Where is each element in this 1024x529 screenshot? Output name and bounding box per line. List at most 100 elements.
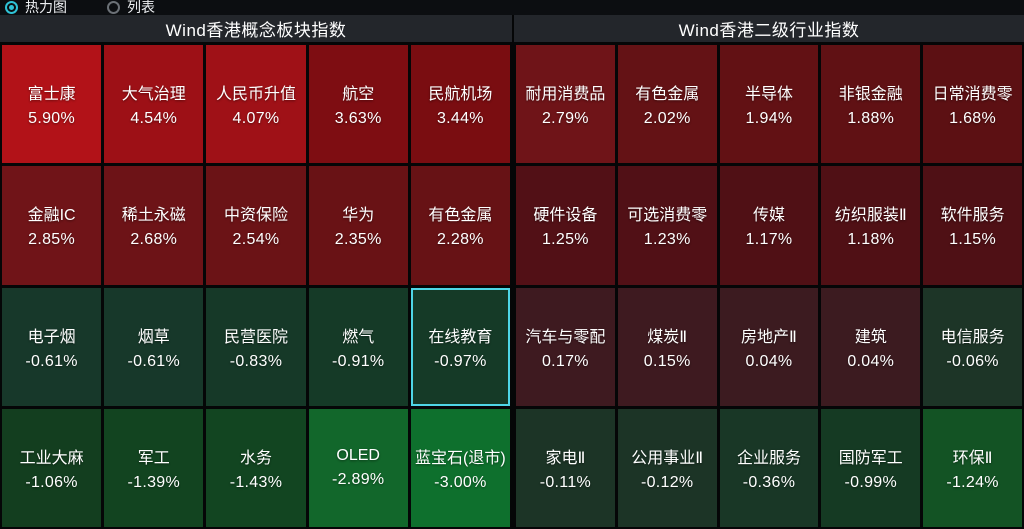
heatmap-cell[interactable]: 建筑 0.04% bbox=[821, 287, 921, 406]
heatmap-cell[interactable]: 有色金属 2.28% bbox=[410, 166, 510, 285]
cell-sector-name: 汽车与零配 bbox=[525, 328, 606, 346]
heatmap-cell[interactable]: 蓝宝石(退市) -3.00% bbox=[410, 408, 510, 527]
heatmap-cell[interactable]: 煤炭Ⅱ 0.15% bbox=[617, 287, 717, 406]
heatmap-cell[interactable]: 日常消费零 1.68% bbox=[923, 45, 1022, 164]
cell-sector-name: 富士康 bbox=[27, 86, 76, 104]
cell-change-percent: -3.00% bbox=[434, 473, 487, 491]
heatmap-cell[interactable]: 非银金融 1.88% bbox=[821, 45, 921, 164]
heatmap-cell[interactable]: 燃气 -0.91% bbox=[308, 287, 408, 406]
heatmap-cell[interactable]: 电信服务 -0.06% bbox=[923, 287, 1022, 406]
cell-sector-name: 公用事业Ⅱ bbox=[631, 449, 704, 467]
cell-sector-name: 硬件设备 bbox=[533, 207, 598, 225]
radio-heatmap-label: 热力图 bbox=[25, 0, 67, 15]
cell-sector-name: 民营医院 bbox=[223, 328, 288, 346]
cell-sector-name: 燃气 bbox=[342, 328, 375, 346]
cell-change-percent: -1.24% bbox=[946, 473, 999, 491]
heatmap-cell[interactable]: 大气治理 4.54% bbox=[104, 45, 204, 164]
cell-sector-name: 耐用消费品 bbox=[525, 86, 606, 104]
heatmap-cell[interactable]: 传媒 1.17% bbox=[719, 166, 819, 285]
cell-change-percent: 0.04% bbox=[745, 352, 793, 370]
cell-sector-name: 环保Ⅱ bbox=[952, 449, 993, 467]
heatmap-cell[interactable]: 民航机场 3.44% bbox=[410, 45, 510, 164]
heatmap-cell[interactable]: 稀土永磁 2.68% bbox=[104, 166, 204, 285]
cell-sector-name: 金融IC bbox=[27, 207, 76, 225]
cell-sector-name: 稀土永磁 bbox=[121, 207, 186, 225]
cell-change-percent: -1.43% bbox=[229, 473, 283, 491]
cell-change-percent: 1.25% bbox=[541, 231, 589, 249]
cell-change-percent: -2.89% bbox=[331, 470, 385, 488]
cell-sector-name: 软件服务 bbox=[940, 207, 1005, 225]
cell-change-percent: 3.44% bbox=[436, 110, 484, 128]
cell-change-percent: -1.39% bbox=[127, 473, 181, 491]
heatmap-cell[interactable]: 汽车与零配 0.17% bbox=[516, 287, 615, 406]
cell-change-percent: 0.17% bbox=[541, 352, 589, 370]
heatmap-cell[interactable]: 人民币升值 4.07% bbox=[206, 45, 306, 164]
cell-change-percent: 1.68% bbox=[949, 110, 997, 128]
cell-sector-name: 电信服务 bbox=[940, 328, 1005, 346]
heatmap-cell[interactable]: OLED -2.89% bbox=[308, 408, 408, 527]
cell-change-percent: 1.23% bbox=[643, 231, 691, 249]
heatmap-cell[interactable]: 家电Ⅱ -0.11% bbox=[516, 408, 615, 527]
cell-change-percent: -0.11% bbox=[539, 473, 592, 491]
cell-change-percent: -0.99% bbox=[844, 473, 898, 491]
heatmap-cell[interactable]: 中资保险 2.54% bbox=[206, 166, 306, 285]
cell-sector-name: 家电Ⅱ bbox=[545, 449, 586, 467]
heatmap-cell[interactable]: 水务 -1.43% bbox=[206, 408, 306, 527]
cell-change-percent: -0.91% bbox=[331, 352, 385, 370]
heatmap-cell[interactable]: 工业大麻 -1.06% bbox=[2, 408, 102, 527]
panel-title: Wind香港概念板块指数 bbox=[0, 15, 512, 42]
heatmap-cell[interactable]: 电子烟 -0.61% bbox=[2, 287, 102, 406]
heatmap-cell[interactable]: 航空 3.63% bbox=[308, 45, 408, 164]
view-mode-toolbar: 热力图 列表 bbox=[0, 0, 1024, 15]
cell-change-percent: 1.88% bbox=[847, 110, 895, 128]
radio-heatmap[interactable]: 热力图 bbox=[5, 0, 67, 15]
heatmap-cell[interactable]: 烟草 -0.61% bbox=[104, 287, 204, 406]
heatmap-cell[interactable]: 半导体 1.94% bbox=[719, 45, 819, 164]
cell-sector-name: 蓝宝石(退市) bbox=[415, 449, 506, 467]
heatmap-cell[interactable]: 华为 2.35% bbox=[308, 166, 408, 285]
radio-list[interactable]: 列表 bbox=[107, 0, 155, 15]
heatmap-cell[interactable]: 富士康 5.90% bbox=[2, 45, 102, 164]
cell-sector-name: 有色金属 bbox=[428, 207, 493, 225]
cell-change-percent: 1.15% bbox=[949, 231, 997, 249]
heatmap-cell[interactable]: 国防军工 -0.99% bbox=[821, 408, 921, 527]
heatmap-cell[interactable]: 耐用消费品 2.79% bbox=[516, 45, 615, 164]
heatmap-cell[interactable]: 金融IC 2.85% bbox=[2, 166, 102, 285]
cell-change-percent: 1.17% bbox=[745, 231, 793, 249]
cell-change-percent: 5.90% bbox=[28, 110, 76, 128]
radio-unselected-icon[interactable] bbox=[107, 0, 120, 14]
cell-sector-name: 半导体 bbox=[744, 86, 793, 104]
heatmap-cell[interactable]: 房地产Ⅱ 0.04% bbox=[719, 287, 819, 406]
heatmap-cell[interactable]: 企业服务 -0.36% bbox=[719, 408, 819, 527]
cell-change-percent: -0.61% bbox=[25, 352, 78, 370]
heatmap-cell[interactable]: 军工 -1.39% bbox=[104, 408, 204, 527]
heatmap-cell[interactable]: 纺织服装Ⅱ 1.18% bbox=[821, 166, 921, 285]
cell-sector-name: 人民币升值 bbox=[215, 86, 296, 104]
cell-change-percent: 2.02% bbox=[643, 110, 691, 128]
cell-change-percent: 0.15% bbox=[643, 352, 691, 370]
cell-change-percent: 1.18% bbox=[847, 231, 895, 249]
heatmap-cell[interactable]: 公用事业Ⅱ -0.12% bbox=[617, 408, 717, 527]
cell-sector-name: 企业服务 bbox=[736, 449, 801, 467]
heatmap-cell[interactable]: 在线教育 -0.97% bbox=[410, 287, 510, 406]
cell-sector-name: 日常消费零 bbox=[932, 86, 1013, 104]
panel-title: Wind香港二级行业指数 bbox=[514, 15, 1024, 42]
cell-sector-name: 煤炭Ⅱ bbox=[647, 328, 688, 346]
panel-concept-indices: Wind香港概念板块指数 富士康 5.90% 大气治理 4.54% 人民币升值 4.07%… bbox=[0, 15, 512, 529]
heatmap-cell[interactable]: 民营医院 -0.83% bbox=[206, 287, 306, 406]
radio-selected-icon[interactable] bbox=[5, 0, 18, 14]
cell-sector-name: 航空 bbox=[342, 86, 375, 104]
heatmap-cell[interactable]: 环保Ⅱ -1.24% bbox=[923, 408, 1022, 527]
heatmap-cell[interactable]: 软件服务 1.15% bbox=[923, 166, 1022, 285]
cell-change-percent: 3.63% bbox=[334, 110, 382, 128]
radio-list-label: 列表 bbox=[127, 0, 155, 15]
cell-sector-name: 非银金融 bbox=[838, 86, 903, 104]
cell-sector-name: 在线教育 bbox=[428, 328, 493, 346]
cell-sector-name: 电子烟 bbox=[27, 328, 76, 346]
heatmap-cell[interactable]: 有色金属 2.02% bbox=[617, 45, 717, 164]
cell-sector-name: 军工 bbox=[137, 449, 170, 467]
heatmap-cell[interactable]: 硬件设备 1.25% bbox=[516, 166, 615, 285]
heatmap-panels: Wind香港概念板块指数 富士康 5.90% 大气治理 4.54% 人民币升值 4.07%… bbox=[0, 15, 1024, 529]
heatmap-cell[interactable]: 可选消费零 1.23% bbox=[617, 166, 717, 285]
cell-change-percent: 2.28% bbox=[436, 231, 484, 249]
